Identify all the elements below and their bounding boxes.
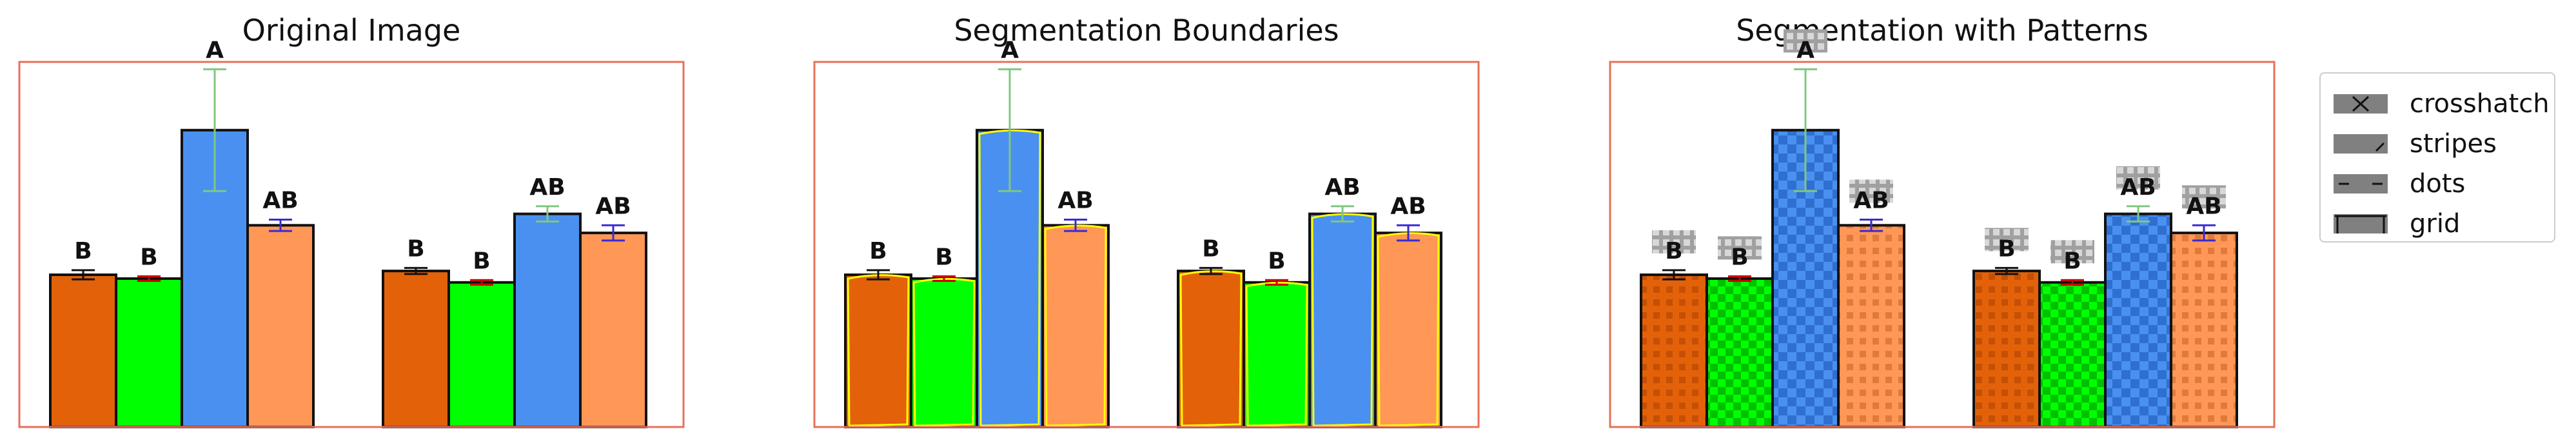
significance-label: AB bbox=[1324, 174, 1360, 201]
bar bbox=[910, 277, 978, 428]
label-pattern-blob bbox=[1784, 29, 1827, 53]
significance-label: B bbox=[74, 238, 92, 264]
significance-label: AB bbox=[1057, 187, 1093, 214]
panel-1: B B A AB B B AB AB bbox=[18, 37, 685, 429]
bar bbox=[382, 270, 450, 428]
stripes-icon bbox=[2334, 134, 2388, 154]
significance-label: AB bbox=[1853, 187, 1889, 214]
significance-label: B bbox=[2063, 248, 2081, 274]
bar bbox=[1640, 273, 1708, 428]
significance-label: A bbox=[1796, 37, 1814, 63]
label-pattern-blob bbox=[1985, 228, 2029, 252]
segment-boundary bbox=[847, 273, 910, 427]
legend-label: grid bbox=[2410, 209, 2461, 239]
legend-label: dots bbox=[2410, 169, 2466, 199]
significance-label: AB bbox=[595, 193, 631, 219]
segment-boundary bbox=[1311, 213, 1374, 427]
significance-label: AB bbox=[2186, 193, 2221, 219]
bar bbox=[1177, 270, 1245, 428]
significance-label: B bbox=[869, 238, 887, 264]
legend-item-stripes: stripes bbox=[2334, 128, 2497, 160]
bar bbox=[2038, 281, 2107, 428]
legend-label: stripes bbox=[2410, 129, 2497, 159]
dots-icon bbox=[2334, 174, 2388, 194]
label-pattern-blob bbox=[1849, 179, 1893, 203]
legend-item-grid: grid bbox=[2334, 208, 2460, 240]
legend: crosshatch stripes dots grid bbox=[2319, 72, 2555, 243]
panel-title-boundaries: Segmentation Boundaries bbox=[954, 13, 1339, 48]
significance-label: AB bbox=[262, 187, 298, 214]
panel-3: B B A AB B B AB AB bbox=[1609, 29, 2276, 429]
label-pattern-blob bbox=[2182, 185, 2226, 209]
bar bbox=[1972, 270, 2041, 428]
grid-icon bbox=[2334, 214, 2388, 233]
significance-label: B bbox=[1731, 244, 1748, 270]
crosshatch-icon bbox=[2334, 94, 2388, 114]
bar bbox=[579, 232, 647, 428]
bar bbox=[447, 281, 516, 428]
panel-frame bbox=[813, 61, 1480, 428]
significance-label: B bbox=[473, 248, 490, 274]
segment-boundary bbox=[978, 129, 1041, 427]
bar bbox=[513, 212, 582, 428]
significance-label: B bbox=[1268, 248, 1285, 274]
significance-label: A bbox=[1001, 37, 1019, 63]
bar bbox=[115, 277, 183, 428]
significance-label: AB bbox=[529, 174, 565, 201]
bar bbox=[49, 273, 117, 428]
significance-label: B bbox=[407, 235, 424, 262]
legend-item-dots: dots bbox=[2334, 168, 2465, 200]
bar bbox=[1374, 232, 1442, 428]
bar bbox=[2104, 212, 2172, 428]
bar bbox=[1706, 277, 1774, 428]
significance-label: B bbox=[935, 244, 952, 270]
panel-title-original: Original Image bbox=[242, 13, 461, 48]
bar bbox=[2170, 232, 2238, 428]
panel-frame bbox=[18, 61, 685, 428]
bar bbox=[1308, 212, 1377, 428]
panel-frame bbox=[1609, 61, 2276, 428]
significance-label: A bbox=[206, 37, 224, 63]
segment-boundary bbox=[1245, 281, 1308, 427]
legend-item-crosshatch: crosshatch bbox=[2334, 88, 2550, 120]
significance-label: B bbox=[1202, 235, 1219, 262]
bar bbox=[1041, 224, 1110, 428]
panel-2: B B A AB B B AB AB bbox=[813, 37, 1480, 429]
significance-label: AB bbox=[2120, 174, 2156, 201]
significance-label: AB bbox=[1390, 193, 1426, 219]
label-pattern-blob bbox=[1652, 230, 1696, 253]
bar bbox=[1243, 281, 1311, 428]
label-pattern-blob bbox=[2116, 166, 2160, 190]
segment-boundary bbox=[1044, 224, 1107, 427]
segment-boundary bbox=[1377, 232, 1440, 427]
bar bbox=[844, 273, 912, 428]
label-pattern-blob bbox=[1718, 236, 1762, 260]
segment-boundary bbox=[912, 277, 976, 427]
segment-boundary bbox=[1179, 270, 1243, 427]
significance-label: B bbox=[1998, 235, 2015, 262]
label-pattern-blob bbox=[2050, 240, 2094, 264]
significance-label: B bbox=[1665, 238, 1682, 264]
bar bbox=[246, 224, 315, 428]
significance-label: B bbox=[140, 244, 157, 270]
bar bbox=[1837, 224, 1905, 428]
legend-label: crosshatch bbox=[2410, 89, 2550, 119]
